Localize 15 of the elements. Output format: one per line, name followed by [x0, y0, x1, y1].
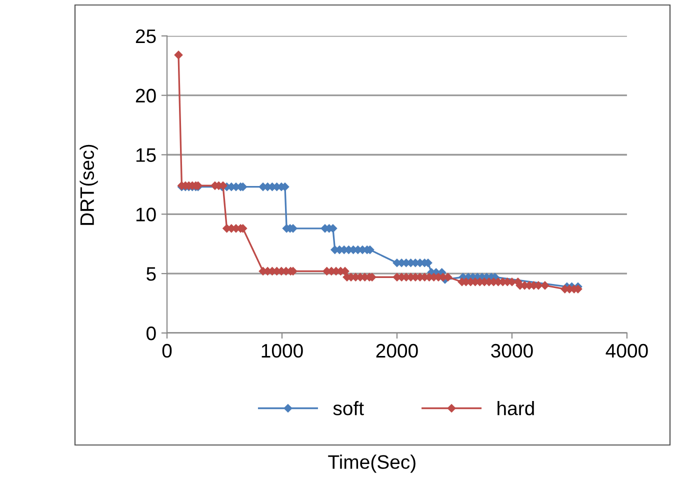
y-tick-label: 25 [136, 29, 156, 44]
y-tick-label: 10 [136, 208, 156, 222]
x-tick-label: 2000 [376, 344, 418, 358]
y-tick-label: 0 [146, 326, 156, 340]
x-axis-title: Time(Sec) [328, 454, 416, 473]
y-tick-label: 5 [146, 267, 156, 281]
y-axis-title: DRT(sec) [80, 144, 98, 225]
legend-label: soft [333, 401, 364, 416]
x-tick-label: 4000 [606, 344, 648, 358]
x-tick-label: 0 [162, 344, 172, 358]
legend-label: hard [498, 400, 534, 416]
x-tick-label: 1000 [262, 344, 303, 358]
y-tick-label: 15 [136, 148, 156, 162]
x-tick-label: 3000 [491, 344, 533, 358]
y-tick-label: 20 [136, 88, 156, 103]
